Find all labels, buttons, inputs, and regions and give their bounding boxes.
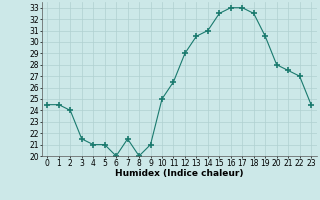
X-axis label: Humidex (Indice chaleur): Humidex (Indice chaleur) xyxy=(115,169,244,178)
